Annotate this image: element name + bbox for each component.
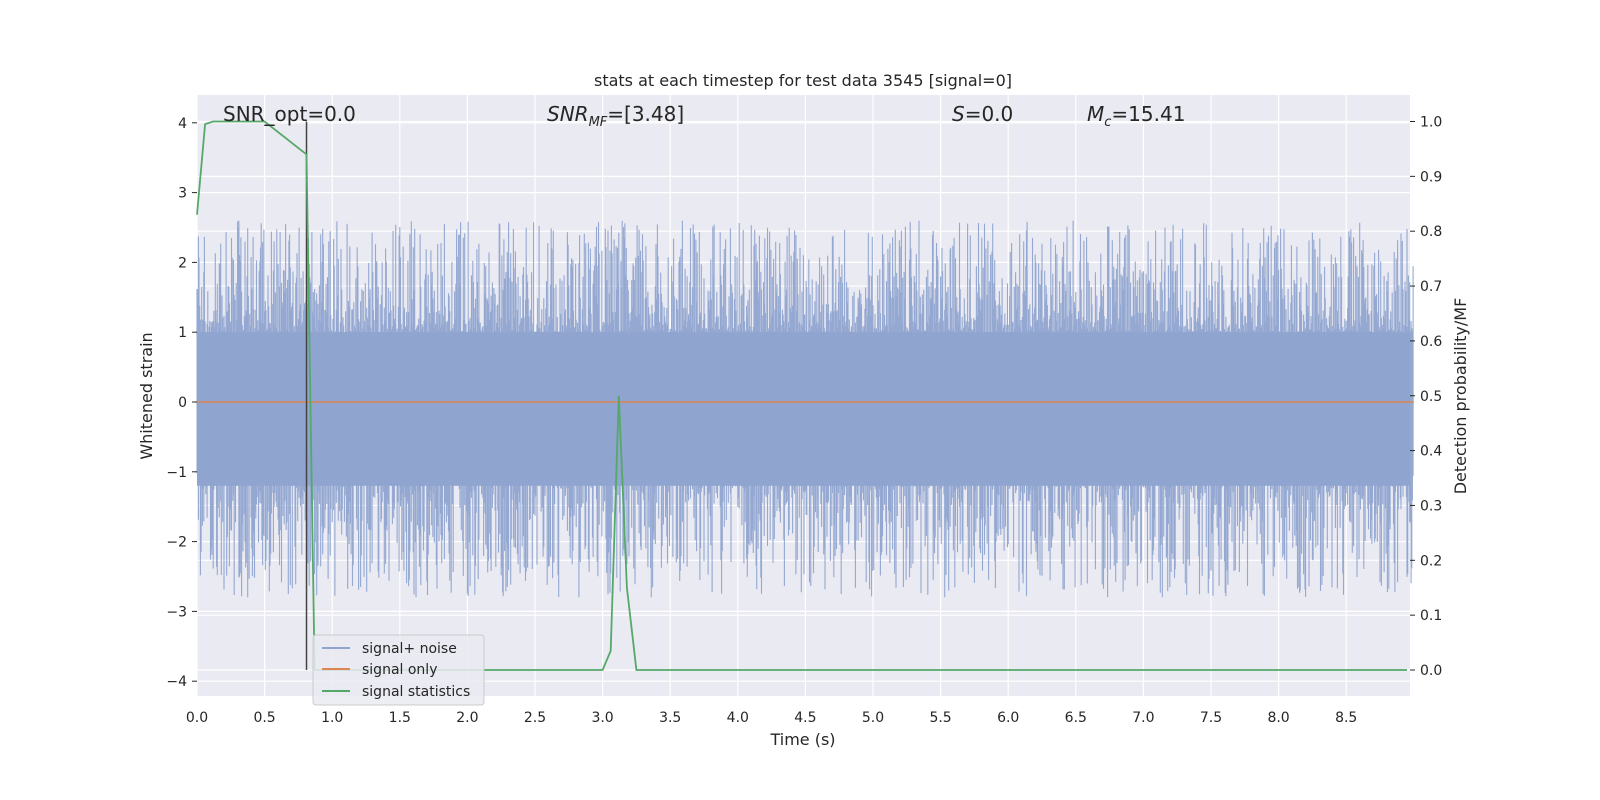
x-tick-label: 6.0 <box>997 710 1019 726</box>
y2-tick-label: 1.0 <box>1420 115 1442 131</box>
y-tick-label: 2 <box>178 255 187 271</box>
annotation-s-value: =0.0 <box>965 102 1014 126</box>
y2-tick-label: 0.4 <box>1420 444 1442 460</box>
y-tick-label: −1 <box>166 465 187 481</box>
annotation-mc-value: =15.41 <box>1111 102 1185 126</box>
y-tick-label: −4 <box>166 674 187 690</box>
x-tick-label: 2.0 <box>456 710 478 726</box>
y-tick-label: 4 <box>178 116 187 132</box>
x-tick-label: 0.5 <box>253 710 275 726</box>
x-tick-label: 0.0 <box>186 710 208 726</box>
legend-label-signal-only: signal only <box>362 662 437 678</box>
y2-tick-label: 0.3 <box>1420 498 1442 514</box>
x-tick-label: 1.5 <box>389 710 411 726</box>
annotation-mc: Mc=15.41 <box>1087 102 1185 130</box>
y2-axis-label: Detection probability/MF <box>1451 298 1470 495</box>
annotation-snr-opt: SNR_opt=0.0 <box>223 102 356 126</box>
y2-tick-label: 0.6 <box>1420 334 1442 350</box>
x-tick-label: 7.5 <box>1200 710 1222 726</box>
y2-tick-label: 0.8 <box>1420 224 1442 240</box>
x-tick-label: 3.5 <box>659 710 681 726</box>
annotation-snr-mf: SNRMF=[3.48] <box>547 102 684 130</box>
x-tick-label: 4.0 <box>727 710 749 726</box>
legend-box <box>312 634 485 706</box>
series-lines <box>196 120 1414 671</box>
axis-ticks: 0.0 0.5 1.0 1.5 2.0 2.5 3.0 3.5 4.0 4.5 5.0 5.5 6.0 6… <box>166 115 1442 727</box>
legend: signal+ noise signal only signal statist… <box>312 634 485 706</box>
x-tick-label: 5.5 <box>929 710 951 726</box>
y2-tick-label: 0.5 <box>1420 389 1442 405</box>
annotation-s: S=0.0 <box>952 102 1013 126</box>
y-tick-label: 3 <box>178 186 187 202</box>
series-signal-noise <box>196 220 1414 598</box>
legend-label-signal-noise: signal+ noise <box>362 641 457 657</box>
x-tick-label: 7.0 <box>1132 710 1154 726</box>
x-tick-label: 8.5 <box>1335 710 1357 726</box>
y-tick-label: −3 <box>166 604 187 620</box>
x-tick-label: 5.0 <box>862 710 884 726</box>
y2-tick-label: 0.9 <box>1420 169 1442 185</box>
y2-tick-label: 0.2 <box>1420 553 1442 569</box>
signal-statistics-line <box>196 120 1407 671</box>
y-tick-label: −2 <box>166 535 187 551</box>
chart-title: stats at each timestep for test data 354… <box>594 71 1012 90</box>
annotation-snr-mf-value: [3.48] <box>624 102 684 126</box>
noise-core-band <box>197 332 1410 486</box>
x-tick-label: 2.5 <box>524 710 546 726</box>
y2-tick-label: 0.0 <box>1420 663 1442 679</box>
x-tick-label: 3.0 <box>591 710 613 726</box>
x-tick-label: 1.0 <box>321 710 343 726</box>
x-tick-label: 4.5 <box>794 710 816 726</box>
legend-label-signal-statistics: signal statistics <box>362 684 470 700</box>
x-axis-label: Time (s) <box>769 730 835 749</box>
x-tick-label: 8.0 <box>1267 710 1289 726</box>
y2-tick-label: 0.1 <box>1420 608 1442 624</box>
y-tick-label: 1 <box>178 325 187 341</box>
x-tick-label: 6.5 <box>1065 710 1087 726</box>
y-axis-label: Whitened strain <box>137 332 156 459</box>
y-tick-label: 0 <box>178 395 187 411</box>
y2-tick-label: 0.7 <box>1420 279 1442 295</box>
